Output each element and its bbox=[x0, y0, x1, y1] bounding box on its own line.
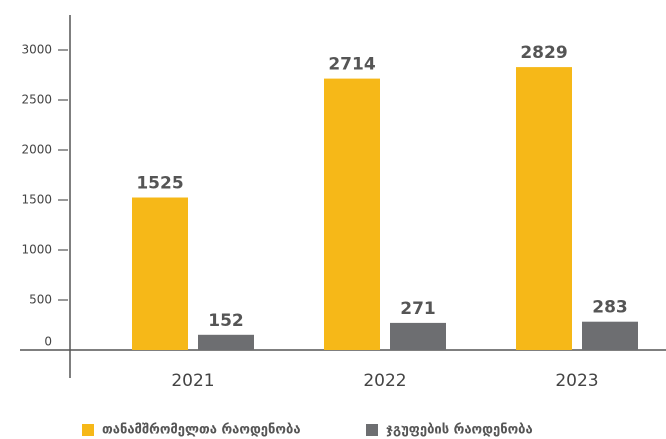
y-tick-label: 2000 bbox=[21, 143, 52, 157]
bar bbox=[324, 78, 380, 350]
y-tick-label: 500 bbox=[29, 293, 52, 307]
y-tick-label: 0 bbox=[44, 335, 52, 349]
x-tick-label: 2021 bbox=[171, 371, 214, 391]
legend-label: თანამშრომელთა რაოდენობა bbox=[102, 423, 301, 438]
legend-swatch bbox=[82, 424, 94, 436]
bar bbox=[198, 334, 254, 350]
value-label: 152 bbox=[208, 311, 244, 331]
bar bbox=[582, 321, 638, 350]
y-tick-label: 1500 bbox=[21, 193, 52, 207]
value-label: 271 bbox=[400, 299, 436, 319]
y-tick-label: 3000 bbox=[21, 43, 52, 57]
bar bbox=[132, 197, 188, 350]
legend-label: ჯგუფების რაოდენობა bbox=[386, 423, 533, 438]
x-tick-label: 2022 bbox=[363, 371, 406, 391]
value-label: 2829 bbox=[520, 43, 567, 63]
bar bbox=[390, 322, 446, 350]
value-label: 283 bbox=[592, 298, 628, 318]
y-tick-label: 1000 bbox=[21, 243, 52, 257]
bar bbox=[516, 67, 572, 350]
legend-swatch bbox=[366, 424, 378, 436]
value-label: 1525 bbox=[136, 174, 183, 194]
value-label: 2714 bbox=[328, 55, 375, 75]
x-tick-label: 2023 bbox=[555, 371, 598, 391]
y-tick-label: 2500 bbox=[21, 93, 52, 107]
